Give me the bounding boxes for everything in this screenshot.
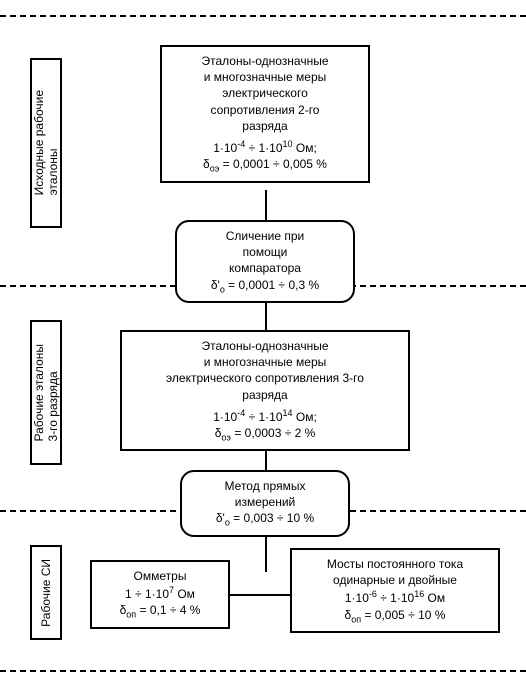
text-line: Метод прямых <box>188 478 342 494</box>
formula-delta: δоэ = 0,0003 ÷ 2 % <box>128 425 402 444</box>
text-line: электрического <box>168 85 362 101</box>
section-label-1: Исходные рабочие эталоны <box>30 58 62 228</box>
text-line: Эталоны-однозначные <box>128 338 402 354</box>
section-label-3-text: Рабочие СИ <box>39 555 53 631</box>
text-line: одинарные и двойные <box>298 572 492 588</box>
connector <box>265 532 267 572</box>
node-dc-bridges: Мосты постоянного тока одинарные и двойн… <box>290 548 500 633</box>
text-line: Сличение при <box>183 228 347 244</box>
connector <box>265 190 267 220</box>
formula-delta: δоэ = 0,0001 ÷ 0,005 % <box>168 156 362 175</box>
text-line: и многозначные меры <box>128 354 402 370</box>
text-line: сопротивления 2-го <box>168 102 362 118</box>
node-ohmmeters: Омметры 1 ÷ 1·107 Ом δоп = 0,1 ÷ 4 % <box>90 560 230 629</box>
text-line: измерений <box>188 494 342 510</box>
text-line: Мосты постоянного тока <box>298 556 492 572</box>
node-comparator: Сличение при помощи компаратора δ'о = 0,… <box>175 220 355 303</box>
text-line: компаратора <box>183 260 347 276</box>
connector <box>230 594 290 596</box>
text-line: Эталоны-однозначные <box>168 53 362 69</box>
formula-range: 1 ÷ 1·107 Ом <box>98 584 222 602</box>
formula-delta: δ'о = 0,0001 ÷ 0,3 % <box>183 277 347 296</box>
section-label-3: Рабочие СИ <box>30 545 62 640</box>
connector <box>265 300 267 330</box>
connector <box>265 450 267 470</box>
formula-delta: δоп = 0,005 ÷ 10 % <box>298 607 492 626</box>
text-line: электрического сопротивления 3-го <box>128 370 402 386</box>
section-divider <box>0 15 526 17</box>
text-line: разряда <box>128 387 402 403</box>
text-line: помощи <box>183 244 347 260</box>
formula-range: 1·10-4 ÷ 1·1010 Ом; <box>168 138 362 156</box>
section-label-2-text: Рабочие эталоны 3-го разряда <box>32 340 60 445</box>
formula-range: 1·10-4 ÷ 1·1014 Ом; <box>128 407 402 425</box>
text-line: и многозначные меры <box>168 69 362 85</box>
text-line: Омметры <box>98 568 222 584</box>
section-label-2: Рабочие эталоны 3-го разряда <box>30 320 62 465</box>
formula-delta: δоп = 0,1 ÷ 4 % <box>98 602 222 621</box>
formula-delta: δ'о = 0,003 ÷ 10 % <box>188 510 342 529</box>
text-line: разряда <box>168 118 362 134</box>
section-label-1-text: Исходные рабочие эталоны <box>32 86 60 199</box>
node-standards-2nd: Эталоны-однозначные и многозначные меры … <box>160 45 370 183</box>
formula-range: 1·10-6 ÷ 1·1016 Ом <box>298 588 492 606</box>
section-divider <box>0 670 526 672</box>
node-standards-3rd: Эталоны-однозначные и многозначные меры … <box>120 330 410 451</box>
node-direct-method: Метод прямых измерений δ'о = 0,003 ÷ 10 … <box>180 470 350 537</box>
